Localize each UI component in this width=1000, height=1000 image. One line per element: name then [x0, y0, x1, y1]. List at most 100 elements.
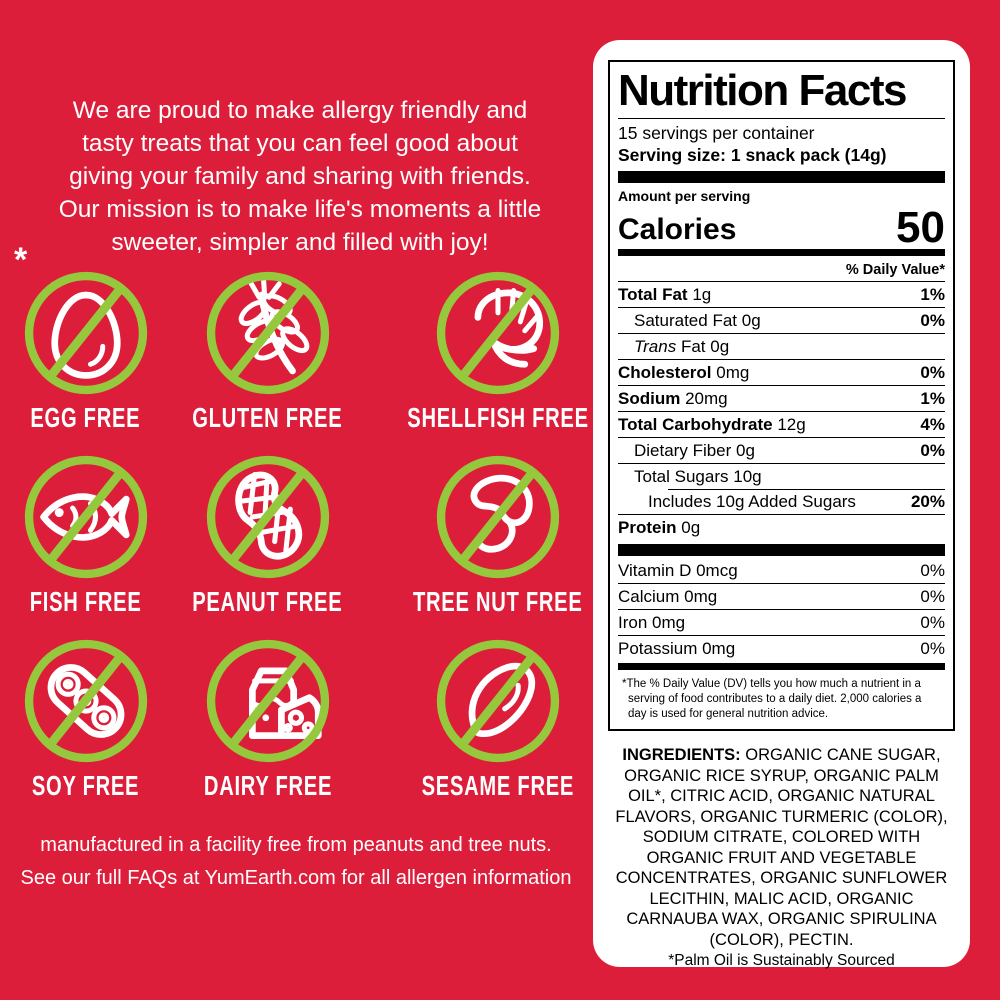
nutrient-name: Includes 10g Added Sugars — [648, 492, 856, 511]
nutrient-row-dietary-fiber: Dietary Fiber 0g 0% — [618, 438, 945, 464]
allergen-badge-label: FISH FREE — [29, 586, 142, 617]
serving-size-label: Serving size: — [618, 145, 726, 165]
shrimp-icon — [436, 271, 559, 395]
allergen-badge-egg-free: EGG FREE — [8, 266, 163, 435]
nutrient-row-saturated-fat: Saturated Fat 0g 0% — [618, 308, 945, 334]
nutrient-dv: 0% — [920, 561, 945, 580]
allergen-badge-fish-free: FISH FREE — [8, 450, 163, 619]
calories-value: 50 — [896, 203, 945, 252]
allergen-badge-label: GLUTEN FREE — [192, 402, 343, 433]
nutrient-amount: 0g — [681, 518, 701, 537]
allergen-badge-label: SESAME FREE — [421, 770, 575, 801]
nutrient-dv: 0% — [920, 639, 945, 658]
intro-line: We are proud to make allergy friendly an… — [72, 97, 528, 124]
allergen-badge-shellfish-free: SHELLFISH FREE — [372, 266, 624, 435]
allergen-badge-dairy-free: DAIRY FREE — [163, 634, 372, 803]
ingredients-heading: INGREDIENTS: — [622, 746, 741, 764]
nutrient-amount: 0g — [736, 441, 755, 460]
micronutrient-row-potassium: Potassium 0mg 0% — [618, 636, 945, 661]
allergen-badge-label: DAIRY FREE — [203, 770, 332, 801]
nutrient-row-sodium: Sodium 20mg 1% — [618, 386, 945, 412]
nutrient-row-protein: Protein 0g — [618, 515, 945, 540]
nutrient-name: Cholesterol — [618, 363, 712, 382]
allergen-badge-label: TREE NUT FREE — [413, 586, 583, 617]
nutrient-name-italic: Trans — [634, 337, 677, 356]
divider-bar-medium — [618, 249, 945, 256]
nutrient-row-added-sugars: Includes 10g Added Sugars 20% — [618, 489, 945, 515]
allergen-badge-gluten-free: GLUTEN FREE — [163, 266, 372, 435]
daily-value-footnote: *The % Daily Value (DV) tells you how mu… — [622, 678, 922, 720]
allergen-badge-label: EGG FREE — [30, 402, 141, 433]
servings-per-container: 15 servings per container — [618, 123, 815, 143]
soybean-pod-icon — [24, 639, 147, 763]
nutrient-dv: 4% — [920, 415, 945, 434]
allergen-badge-soy-free: SOY FREE — [8, 634, 163, 803]
nutrition-panel: Nutrition Facts 15 servings per containe… — [593, 40, 970, 969]
intro-line: sweeter, simpler and filled with joy! — [111, 229, 489, 256]
nutrient-row-cholesterol: Cholesterol 0mg 0% — [618, 360, 945, 386]
nutrient-amount: 0g — [710, 337, 730, 356]
allergen-badge-label: SHELLFISH FREE — [407, 402, 589, 433]
intro-line: tasty treats that you can feel good abou… — [82, 130, 518, 157]
nutrient-amount: 0mg — [716, 363, 750, 382]
manufacturing-note-line: manufactured in a facility free from pea… — [40, 834, 552, 856]
peanut-icon — [206, 455, 329, 579]
nutrient-name: Potassium 0mg — [618, 639, 736, 658]
nutrient-name: Iron 0mg — [618, 613, 686, 632]
nutrient-row-total-carbohydrate: Total Carbohydrate 12g 4% — [618, 412, 945, 438]
nutrient-name: Total Fat — [618, 285, 688, 304]
calories-row: Calories 50 — [618, 203, 945, 252]
divider-bar-thick — [618, 171, 945, 183]
nutrient-name: Fat — [680, 337, 706, 356]
nutrient-name: Dietary Fiber — [634, 441, 732, 460]
nutrient-dv: 20% — [910, 492, 945, 511]
ingredients-section: INGREDIENTS: ORGANIC CANE SUGAR, ORGANIC… — [608, 745, 955, 971]
nutrient-name: Saturated Fat — [634, 311, 738, 330]
allergen-badge-sesame-free: SESAME FREE — [372, 634, 624, 803]
divider-bar-thick — [618, 544, 945, 556]
nutrient-amount: 1g — [692, 285, 712, 304]
micronutrient-row-vitamin-d: Vitamin D 0mcg 0% — [618, 558, 945, 584]
nutrient-name: Protein — [618, 518, 677, 537]
nutrient-row-total-sugars: Total Sugars 10g — [618, 464, 945, 489]
nutrient-dv: 1% — [920, 285, 945, 304]
allergen-badge-label: SOY FREE — [31, 770, 140, 801]
nutrient-dv: 0% — [920, 441, 945, 460]
allergen-badge-tree-nut-free: TREE NUT FREE — [372, 450, 624, 619]
amount-per-serving-label: Amount per serving — [618, 188, 751, 204]
milk-carton-cheese-icon — [206, 639, 329, 763]
nutrient-dv: 0% — [920, 311, 945, 330]
wheat-icon — [206, 271, 329, 395]
nutrient-row-trans-fat: Trans Fat 0g — [618, 334, 945, 360]
ingredients-list: ORGANIC CANE SUGAR, ORGANIC RICE SYRUP, … — [615, 746, 948, 949]
nutrient-amount: 0g — [741, 311, 761, 330]
footnote-asterisk: * — [14, 241, 28, 279]
nutrition-facts-title: Nutrition Facts — [618, 67, 945, 119]
nutrient-row-total-fat: Total Fat 1g 1% — [618, 282, 945, 308]
nutrient-dv: 0% — [920, 613, 945, 632]
egg-icon — [24, 271, 147, 395]
nutrient-amount: 20mg — [685, 389, 728, 408]
nutrient-dv: 0% — [920, 363, 945, 382]
manufacturing-note-line: See our full FAQs at YumEarth.com for al… — [20, 867, 572, 889]
nutrient-name: Sodium — [618, 389, 681, 408]
nutrient-name: Total Sugars — [634, 467, 729, 486]
sesame-seed-icon — [436, 639, 559, 763]
nutrient-name: Total Carbohydrate — [618, 415, 773, 434]
allergen-badge-peanut-free: PEANUT FREE — [163, 450, 372, 619]
calories-label: Calories — [618, 213, 737, 246]
micronutrient-row-iron: Iron 0mg 0% — [618, 610, 945, 636]
palm-oil-note: *Palm Oil is Sustainably Sourced — [668, 952, 895, 969]
nutrient-name: Calcium 0mg — [618, 587, 718, 606]
nutrient-dv: 0% — [920, 587, 945, 606]
micronutrient-row-calcium: Calcium 0mg 0% — [618, 584, 945, 610]
cashew-icon — [436, 455, 559, 579]
allergen-badge-label: PEANUT FREE — [192, 586, 343, 617]
divider-bar-medium — [618, 663, 945, 670]
nutrition-facts-box: Nutrition Facts 15 servings per containe… — [608, 60, 955, 731]
nutrient-amount: 12g — [777, 415, 806, 434]
intro-line: Our mission is to make life's moments a … — [58, 196, 542, 223]
daily-value-header: % Daily Value* — [618, 258, 945, 282]
manufacturing-note: manufactured in a facility free from pea… — [0, 829, 592, 895]
